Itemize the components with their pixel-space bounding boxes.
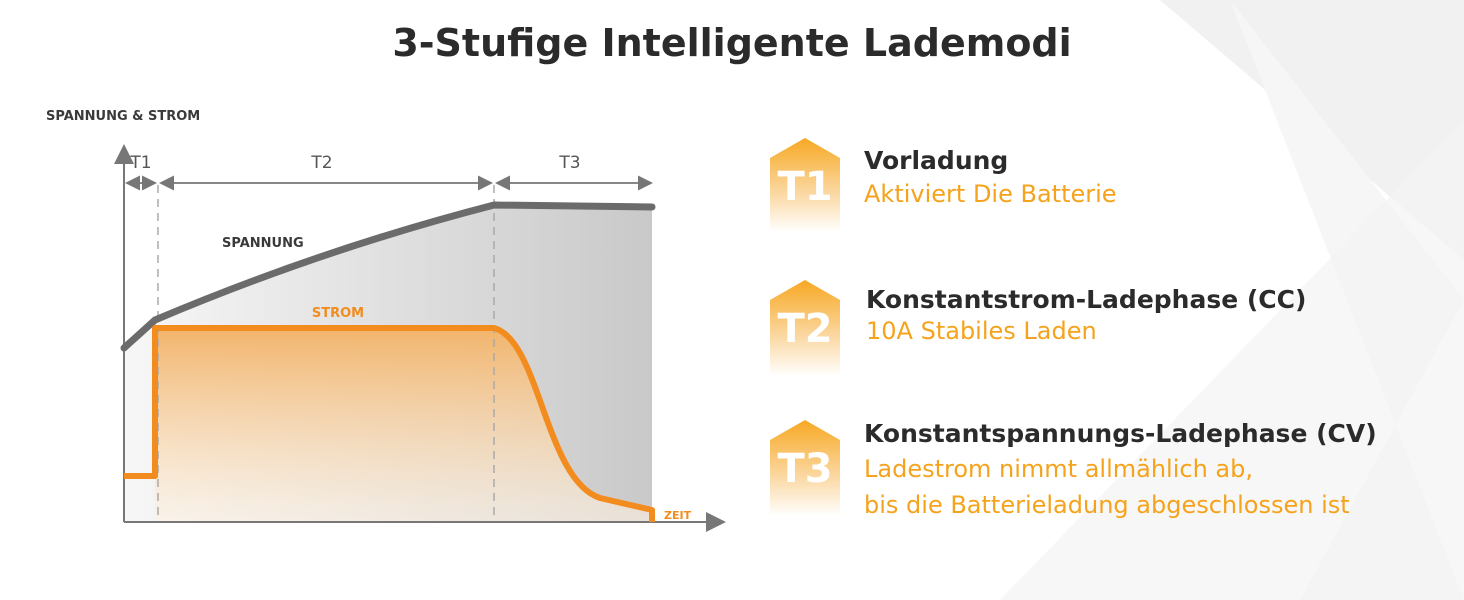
x-axis-label: ZEIT [664,509,692,522]
badge-label: T2 [777,306,832,352]
phase-label: T2 [310,153,332,173]
phase-label: T1 [129,153,151,173]
badge-shape [770,280,840,376]
step-title: Vorladung [864,146,1008,175]
badge-shape [770,420,840,516]
voltage-curve [120,201,656,352]
charge-diagram: SPANNUNG & STROM T1 T2 T3 SPANNUNG STROM… [46,109,726,532]
step: T3 Konstantspannungs-Ladephase (CV) Lade… [770,419,1377,519]
badge-label: T1 [777,164,832,210]
step: T2 Konstantstrom-Ladephase (CC) 10A Stab… [770,280,1306,376]
y-axis-label: SPANNUNG & STROM [46,109,200,124]
step-description: Ladestrom nimmt allmählich ab, [864,455,1253,483]
voltage-label: SPANNUNG [222,236,304,251]
step: T1 Vorladung Aktiviert Die Batterie [770,138,1117,232]
phase-label: T3 [558,153,580,173]
step-description: bis die Batterieladung abgeschlossen ist [864,491,1350,519]
current-curve [124,325,655,522]
badge-shape [770,138,840,232]
step-description: 10A Stabiles Laden [866,317,1097,345]
current-label: STROM [312,306,364,321]
step-title: Konstantstrom-Ladephase (CC) [866,285,1306,314]
step-title: Konstantspannungs-Ladephase (CV) [864,419,1377,448]
badge-label: T3 [777,446,832,492]
step-description: Aktiviert Die Batterie [864,180,1117,208]
title: 3-Stufige Intelligente Lademodi [392,21,1071,65]
background [1000,0,1464,600]
